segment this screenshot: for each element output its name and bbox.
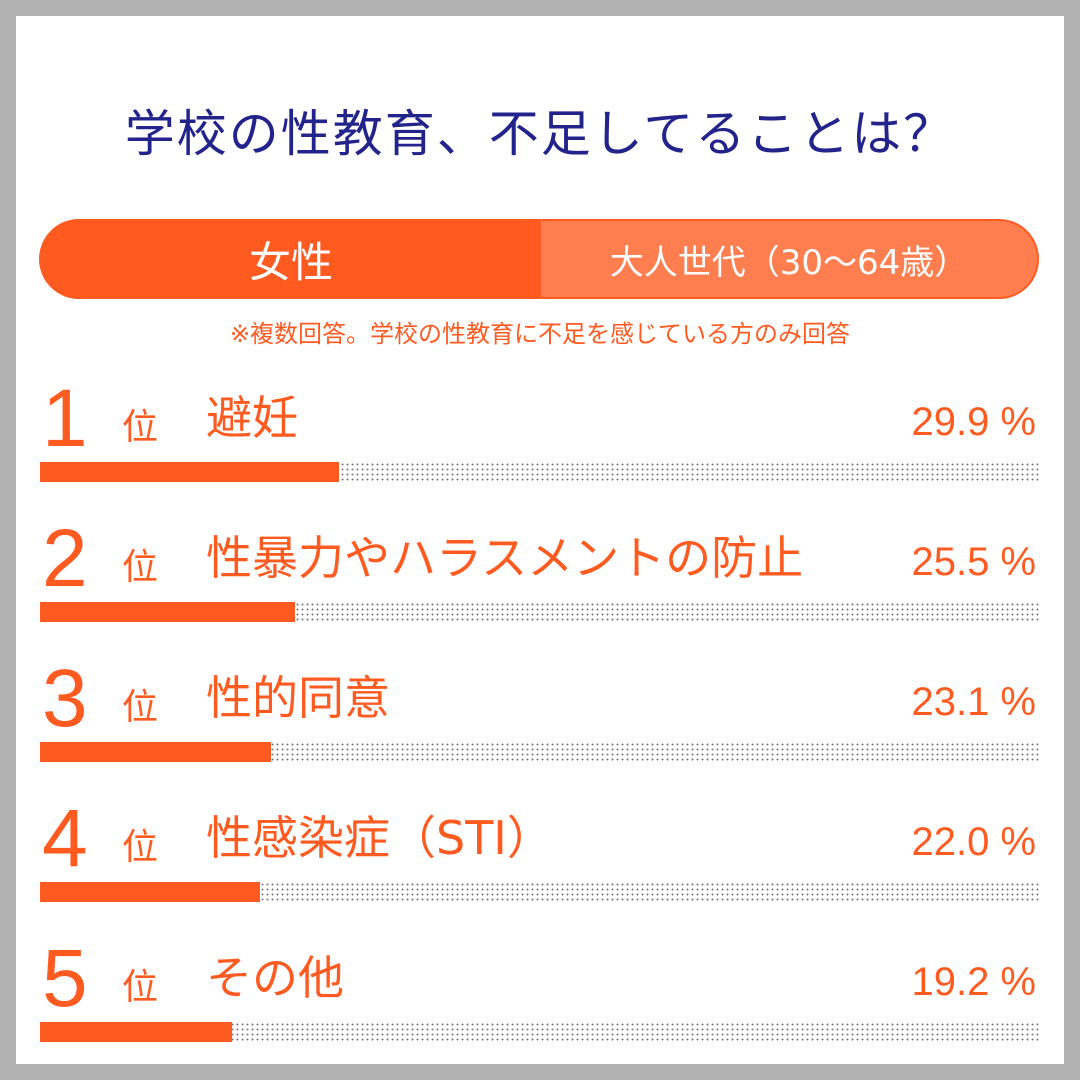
rank-suffix: 位 [122, 827, 159, 868]
rank-number: 5 [42, 933, 88, 1024]
segment-gender: 女性 [41, 221, 541, 297]
bar-fill [40, 1022, 232, 1042]
rank-label: 性的同意 [206, 671, 390, 725]
rank-suffix: 位 [122, 407, 159, 448]
bar-track [40, 602, 1040, 622]
rank-row-4: 4 位 性感染症（STI） 22.0 % [40, 798, 1040, 918]
bar-fill [40, 742, 271, 762]
rank-label: 性感染症（STI） [206, 811, 553, 865]
survey-note: ※複数回答。学校の性教育に不足を感じている方のみ回答 [229, 320, 851, 348]
rank-number: 1 [42, 373, 88, 464]
bar-fill [40, 462, 339, 482]
chart-title: 学校の性教育、不足してることは？ [124, 105, 956, 163]
rank-row-1: 1 位 避妊 29.9 % [40, 378, 1040, 498]
bar-track [40, 462, 1040, 482]
rank-label: 避妊 [206, 391, 298, 445]
rank-label: その他 [206, 951, 344, 1005]
rank-value: 19.2 % [911, 960, 1036, 1004]
bar-track [40, 1022, 1040, 1042]
rank-value: 29.9 % [911, 400, 1036, 444]
bar-track [40, 882, 1040, 902]
rank-number: 3 [42, 653, 88, 744]
bar-fill [40, 882, 260, 902]
rank-value: 25.5 % [911, 540, 1036, 584]
bar-track [40, 742, 1040, 762]
rank-number: 4 [42, 793, 88, 884]
rank-suffix: 位 [122, 687, 159, 728]
rank-row-5: 5 位 その他 19.2 % [40, 938, 1040, 1058]
rank-suffix: 位 [122, 547, 159, 588]
chart-card: 学校の性教育、不足してることは？ 女性 大人世代（30〜64歳） ※複数回答。学… [16, 16, 1064, 1064]
rank-row-3: 3 位 性的同意 23.1 % [40, 658, 1040, 778]
rank-label: 性暴力やハラスメントの防止 [206, 531, 804, 585]
segment-pill: 女性 大人世代（30〜64歳） [39, 219, 1039, 299]
segment-age-group: 大人世代（30〜64歳） [541, 221, 1037, 297]
rank-number: 2 [42, 513, 88, 604]
rank-value: 23.1 % [911, 680, 1036, 724]
bar-fill [40, 602, 295, 622]
rank-value: 22.0 % [911, 820, 1036, 864]
rank-suffix: 位 [122, 967, 159, 1008]
rank-row-2: 2 位 性暴力やハラスメントの防止 25.5 % [40, 518, 1040, 638]
